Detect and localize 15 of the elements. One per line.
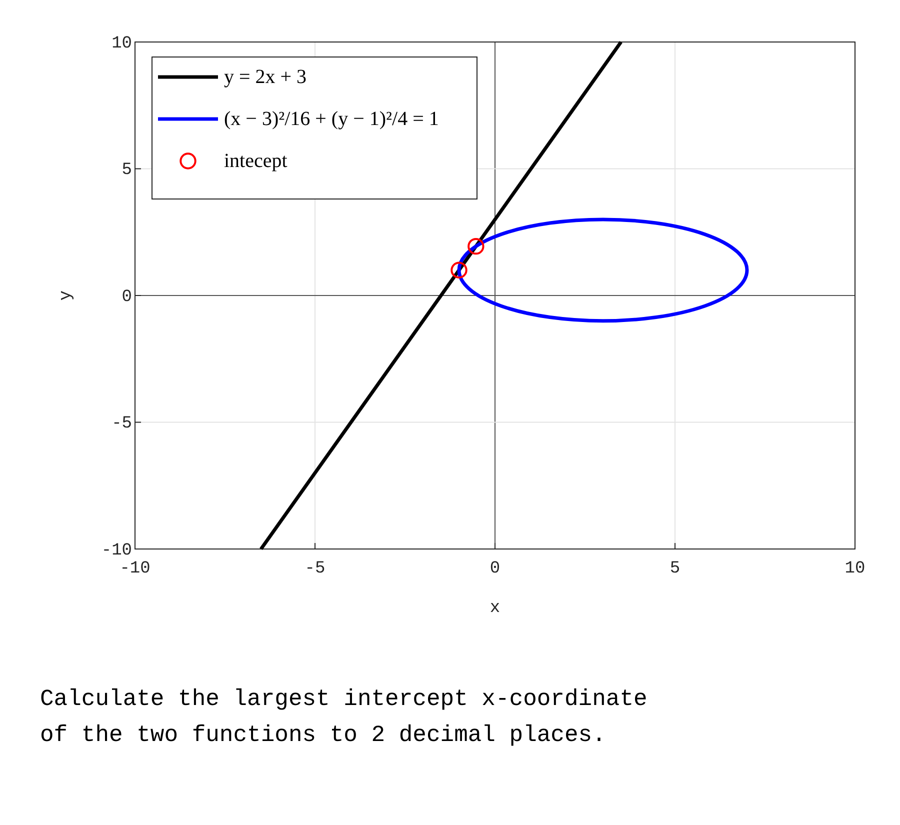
y-tick-label: 10 — [112, 34, 132, 54]
x-tick-label: 0 — [490, 559, 500, 578]
x-axis-title: x — [490, 599, 500, 618]
x-tick-label: 5 — [670, 559, 680, 578]
text: Calculate the largest intercept x-coordinate of the two functions to 2 decimal places. — [40, 686, 648, 748]
y-axis-title: y — [57, 290, 76, 301]
legend-label: (x − 3)²/16 + (y − 1)²/4 = 1 — [224, 108, 439, 130]
y-tick-label: 5 — [122, 161, 132, 180]
legend-label: y = 2x + 3 — [224, 66, 307, 88]
x-tick-label: -5 — [304, 559, 326, 578]
legend-label: intecept — [224, 150, 288, 172]
y-tick-label: -10 — [101, 541, 132, 560]
x-tick-label: 10 — [844, 559, 866, 578]
y-tick-label: 0 — [122, 288, 132, 307]
y-tick-label: -5 — [112, 414, 132, 434]
